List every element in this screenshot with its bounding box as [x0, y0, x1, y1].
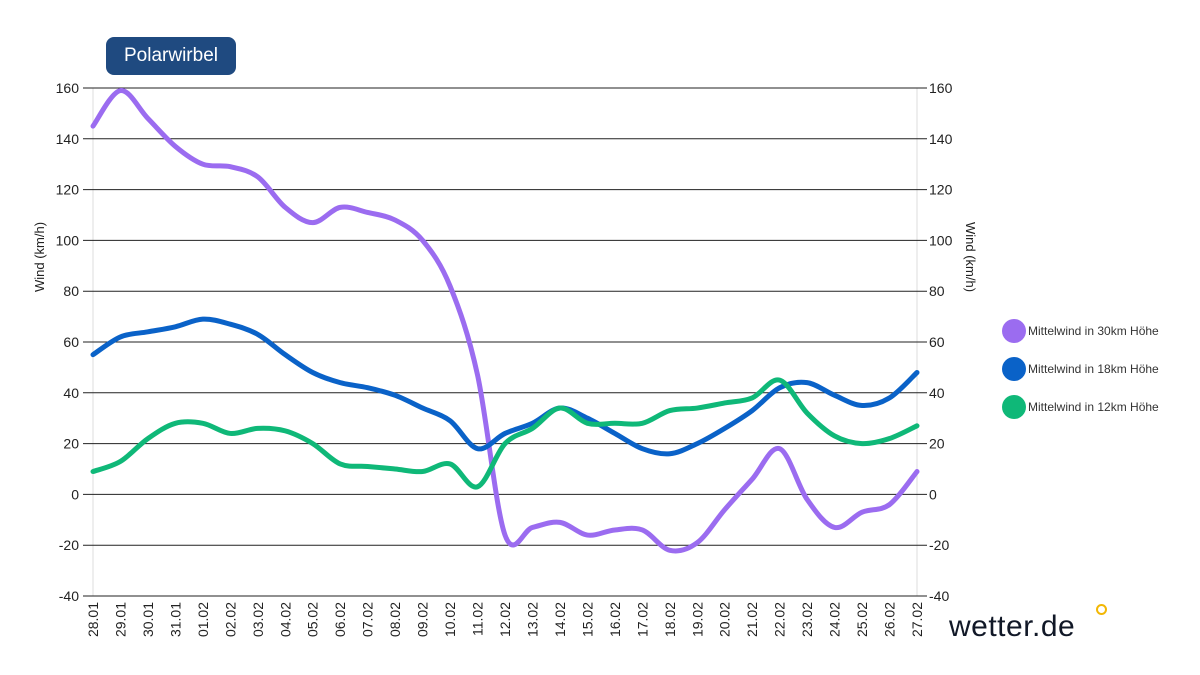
x-tick-label: 26.02: [882, 602, 898, 637]
x-tick-label: 22.02: [772, 602, 788, 637]
x-tick-label: 05.02: [305, 602, 321, 637]
x-tick-label: 19.02: [689, 602, 705, 637]
y-tick-label-right: -20: [929, 537, 949, 553]
y-tick-label-left: 120: [56, 182, 80, 198]
x-tick-label: 18.02: [662, 602, 678, 637]
x-tick-label: 08.02: [387, 602, 403, 637]
y-tick-label-left: 20: [63, 436, 79, 452]
y-tick-label-right: 0: [929, 486, 937, 502]
y-tick-label-left: -40: [59, 588, 79, 604]
x-tick-label: 29.01: [112, 602, 128, 637]
y-tick-label-left: 0: [71, 486, 79, 502]
y-axis-title-left: Wind (km/h): [32, 222, 47, 292]
wetter-de-logo: wetter.de: [949, 610, 1076, 643]
y-tick-label-left: 60: [63, 334, 79, 350]
y-tick-label-left: 160: [56, 80, 80, 96]
series-line-2: [90, 377, 920, 490]
legend-dot-icon: [1002, 319, 1026, 343]
y-tick-label-right: 160: [929, 80, 953, 96]
y-tick-label-left: 80: [63, 283, 79, 299]
x-tick-label: 30.01: [140, 602, 156, 637]
y-tick-label-right: -40: [929, 588, 949, 604]
legend-dot-icon: [1002, 395, 1026, 419]
x-tick-label: 06.02: [332, 602, 348, 637]
x-tick-label: 16.02: [607, 602, 623, 637]
legend-dot-icon: [1002, 357, 1026, 381]
legend-item[interactable]: Mittelwind in 12km Höhe: [1002, 388, 1159, 426]
series-line-1: [90, 316, 920, 457]
y-tick-label-right: 20: [929, 436, 945, 452]
y-tick-label-right: 100: [929, 232, 953, 248]
y-tick-label-right: 80: [929, 283, 945, 299]
x-tick-label: 10.02: [442, 602, 458, 637]
y-tick-label-left: 40: [63, 385, 79, 401]
legend: Mittelwind in 30km Höhe Mittelwind in 18…: [1002, 312, 1159, 426]
x-tick-label: 31.01: [167, 602, 183, 637]
x-tick-label: 01.02: [195, 602, 211, 637]
x-tick-label: 04.02: [277, 602, 293, 637]
legend-label: Mittelwind in 18km Höhe: [1028, 362, 1159, 376]
x-tick-label: 07.02: [360, 602, 376, 637]
y-tick-label-right: 140: [929, 131, 953, 147]
legend-item[interactable]: Mittelwind in 30km Höhe: [1002, 312, 1159, 350]
x-tick-label: 14.02: [552, 602, 568, 637]
x-tick-label: 15.02: [579, 602, 595, 637]
x-tick-label: 11.02: [470, 602, 486, 636]
y-tick-label-left: 100: [56, 232, 80, 248]
x-tick-label: 02.02: [222, 602, 238, 637]
x-tick-label: 03.02: [250, 602, 266, 637]
chart-title-badge: Polarwirbel: [106, 37, 236, 75]
x-tick-label: 13.02: [524, 602, 540, 637]
x-tick-label: 20.02: [717, 602, 733, 637]
x-tick-label: 25.02: [854, 602, 870, 637]
legend-label: Mittelwind in 12km Höhe: [1028, 400, 1159, 414]
x-tick-label: 09.02: [415, 602, 431, 637]
legend-item[interactable]: Mittelwind in 18km Höhe: [1002, 350, 1159, 388]
legend-label: Mittelwind in 30km Höhe: [1028, 324, 1159, 338]
x-tick-label: 24.02: [827, 602, 843, 637]
x-tick-label: 12.02: [497, 602, 513, 637]
x-tick-label: 28.01: [85, 602, 101, 637]
x-tick-label: 23.02: [799, 602, 815, 637]
y-tick-label-right: 60: [929, 334, 945, 350]
y-axis-title-right: Wind (km/h): [963, 222, 978, 292]
logo-sun-icon: [1096, 604, 1107, 615]
x-tick-label: 17.02: [634, 602, 650, 637]
y-tick-label-left: -20: [59, 537, 79, 553]
y-tick-label-right: 40: [929, 385, 945, 401]
x-tick-label: 27.02: [909, 602, 925, 637]
x-tick-label: 21.02: [744, 602, 760, 637]
y-tick-label-left: 140: [56, 131, 80, 147]
series-line-0: [90, 88, 920, 554]
y-tick-label-right: 120: [929, 182, 953, 198]
